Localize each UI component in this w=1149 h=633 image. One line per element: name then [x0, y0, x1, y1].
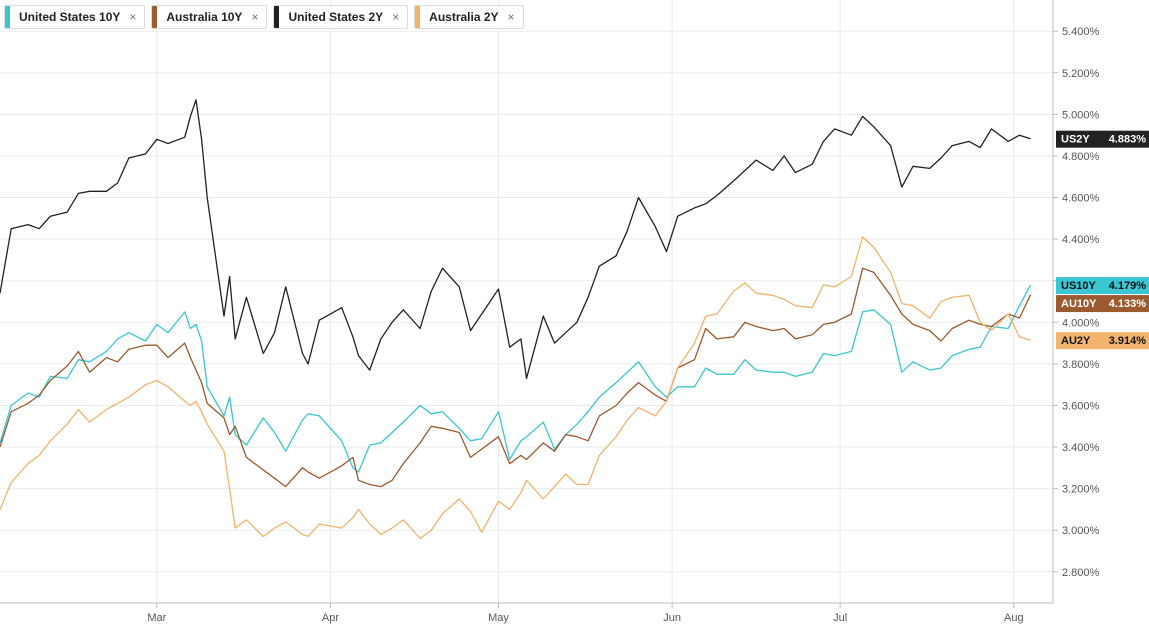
y-tick-label: 4.000%	[1062, 317, 1100, 329]
tag-symbol: US10Y	[1061, 280, 1097, 292]
x-tick-label: Apr	[322, 612, 339, 624]
y-tick-label: 3.000%	[1062, 525, 1100, 537]
legend-item-au2y[interactable]: Australia 2Y ×	[414, 5, 524, 29]
legend-label-us2y: United States 2Y	[288, 10, 384, 24]
tag-symbol: US2Y	[1061, 134, 1090, 146]
close-icon[interactable]: ×	[507, 10, 515, 24]
legend-item-us10y[interactable]: United States 10Y ×	[4, 5, 146, 29]
close-icon[interactable]: ×	[251, 10, 259, 24]
legend-swatch-us2y	[274, 6, 280, 28]
y-tick-label: 4.600%	[1062, 193, 1100, 205]
tag-value: 4.883%	[1109, 134, 1147, 146]
y-tick-label: 3.600%	[1062, 400, 1100, 412]
legend-swatch-us10y	[5, 6, 10, 28]
y-tick-label: 3.400%	[1062, 442, 1100, 454]
last-value-tag-us2y: US2Y 4.883%	[1056, 130, 1149, 148]
y-tick-label: 5.400%	[1062, 26, 1100, 38]
x-tick-label: May	[488, 612, 509, 624]
tag-background	[1056, 295, 1149, 313]
tag-background	[1056, 130, 1149, 148]
close-icon[interactable]: ×	[129, 10, 137, 24]
y-tick-label: 5.200%	[1062, 68, 1100, 80]
series-line-au2y	[0, 236, 1031, 540]
y-tick-label: 3.200%	[1062, 484, 1100, 496]
legend-label-au2y: Australia 2Y	[429, 10, 499, 24]
legend-label-au10y: Australia 10Y	[166, 10, 243, 24]
series-line-us2y	[0, 99, 1031, 380]
x-tick-label: Jun	[663, 612, 681, 624]
series-line-us10y	[0, 284, 1032, 473]
tag-background	[1056, 277, 1149, 295]
tag-symbol: AU10Y	[1061, 298, 1097, 310]
last-value-tag-au2y: AU2Y 3.914%	[1056, 332, 1149, 350]
tag-background	[1056, 332, 1149, 350]
y-tick-label: 2.800%	[1062, 567, 1100, 579]
y-tick-label: 5.000%	[1062, 109, 1100, 121]
x-tick-label: Mar	[147, 612, 166, 624]
x-tick-label: Aug	[1004, 612, 1024, 624]
grid	[0, 0, 1053, 603]
y-tick-label: 4.800%	[1062, 151, 1100, 163]
legend-item-au10y[interactable]: Australia 10Y ×	[151, 5, 268, 29]
tag-value: 4.179%	[1109, 280, 1147, 292]
last-value-tags: US2Y 4.883% US10Y 4.179% AU10Y 4.133% AU2Y 3.91…	[1056, 130, 1149, 350]
close-icon[interactable]: ×	[392, 10, 400, 24]
tag-value: 4.133%	[1109, 298, 1147, 310]
legend-swatch-au2y	[415, 6, 421, 28]
y-tick-label: 4.400%	[1062, 234, 1100, 246]
tag-symbol: AU2Y	[1061, 335, 1091, 347]
legend-swatch-au10y	[152, 6, 158, 28]
x-tick-label: Jul	[833, 612, 847, 624]
y-tick-label: 3.800%	[1062, 359, 1100, 371]
tag-value: 3.914%	[1109, 335, 1147, 347]
series-lines	[0, 99, 1032, 540]
last-value-tag-au10y: AU10Y 4.133%	[1056, 295, 1149, 313]
series-line-au10y	[0, 267, 1032, 488]
legend: United States 10Y × Australia 10Y × Unit…	[4, 5, 524, 29]
legend-label-us10y: United States 10Y	[19, 10, 121, 24]
legend-item-us2y[interactable]: United States 2Y ×	[273, 5, 409, 29]
last-value-tag-us10y: US10Y 4.179%	[1056, 277, 1149, 295]
